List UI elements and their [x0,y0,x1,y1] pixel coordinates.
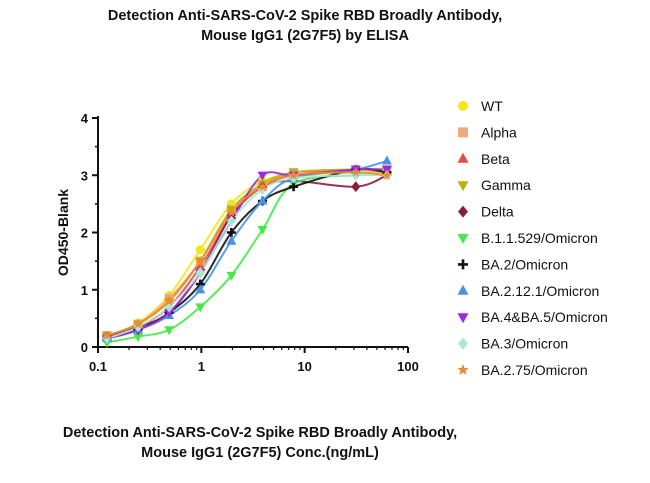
data-point [381,155,392,165]
y-tick-label: 1 [81,283,88,298]
legend-marker [457,364,469,375]
y-axis-label: OD450-Blank [55,189,71,276]
y-tick-label: 3 [81,168,88,183]
legend-marker [458,337,468,350]
x-tick-label: 100 [397,359,419,374]
data-point [257,195,268,205]
data-point [195,255,206,266]
legend-marker [457,313,469,324]
x-axis-label-line-2: Mouse IgG1 (2G7F5) Conc.(ng/mL) [141,445,379,461]
fit-curves [106,159,388,344]
data-point [195,267,205,278]
legend-label: BA.3/Omicron [481,336,568,352]
legend-label: WT [481,98,503,114]
axes: 0 1 2 3 4 0.1 1 10 100 OD450-Blank [55,111,419,374]
x-tick-label: 1 [198,359,205,374]
legend-label: BA.4&BA.5/Omicron [481,309,608,325]
data-point [101,330,113,340]
legend-marker [457,234,469,244]
data-point [164,326,175,336]
data-point [226,207,237,217]
x-tick-label: 0.1 [89,359,107,374]
legend-label: BA.2.75/Omicron [481,362,588,378]
data-point [257,181,268,192]
data-point [381,169,393,180]
fit-curve [106,159,388,340]
legend: WT Alpha Beta Gamma Delta B.1.1.529/Omicron BA… [457,98,608,378]
data-point [133,333,143,343]
legend-label: Alpha [481,124,517,140]
y-tick-label: 0 [81,340,88,355]
legend-marker [458,101,468,111]
legend-marker [458,205,468,218]
data-point [289,182,299,192]
data-point [288,169,299,180]
legend-marker [457,181,469,192]
legend-marker [458,259,468,270]
data-point [195,303,206,313]
chart-title: Detection Anti-SARS-CoV-2 Spike RBD Broa… [0,6,610,46]
legend-label: BA.2/Omicron [481,256,568,272]
legend-marker [457,152,469,163]
data-point [132,318,144,329]
data-points [101,155,393,348]
data-point [257,226,268,236]
data-point [226,271,237,281]
x-axis-label-line-1: Detection Anti-SARS-CoV-2 Spike RBD Broa… [62,425,458,441]
data-point [195,284,206,294]
data-point [226,228,236,237]
legend-label: BA.2.12.1/Omicron [481,283,599,299]
legend-label: Delta [481,204,514,220]
legend-label: Gamma [481,177,531,193]
data-point [350,166,361,177]
legend-marker [458,127,468,138]
data-point [226,215,236,227]
chart-title-line-2: Mouse IgG1 (2G7F5) by ELISA [201,28,409,44]
data-point [164,309,175,319]
data-point [226,235,237,245]
legend-label: B.1.1.529/Omicron [481,230,598,246]
x-tick-label: 10 [297,359,311,374]
data-point [164,295,175,306]
chart-title-line-1: Detection Anti-SARS-CoV-2 Spike RBD Broa… [107,8,503,24]
y-tick-label: 2 [81,226,88,241]
x-axis-label: Detection Anti-SARS-CoV-2 Spike RBD Broa… [0,423,520,463]
y-tick-label: 4 [81,111,89,126]
legend-marker [457,284,469,295]
data-point [195,245,205,255]
legend-label: Beta [481,151,510,167]
data-point [289,172,299,184]
data-point [257,171,268,181]
data-point [351,181,361,193]
